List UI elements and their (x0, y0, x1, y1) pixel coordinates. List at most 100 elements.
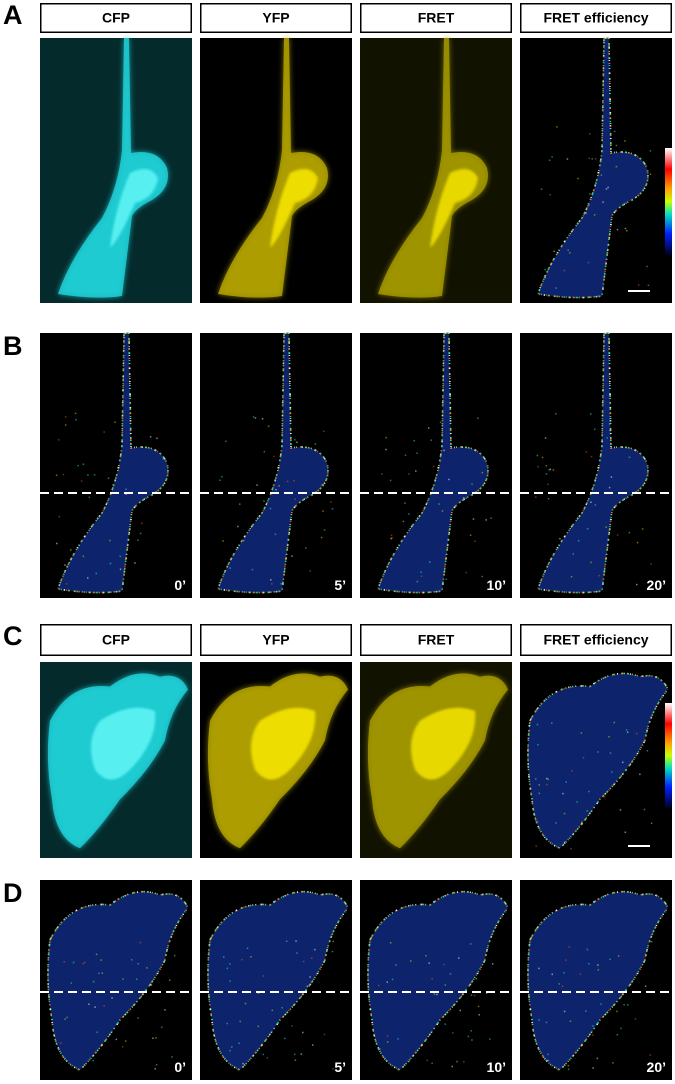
speckle (589, 193, 591, 195)
speckle (538, 792, 541, 795)
speckle (634, 1018, 637, 1020)
speckle (549, 468, 552, 471)
speckle (262, 1053, 265, 1056)
speckle (613, 130, 616, 133)
speckle (385, 436, 387, 439)
speckle (438, 503, 440, 505)
cell-body (527, 891, 668, 1070)
speckle (103, 1005, 105, 1007)
speckle (431, 1062, 433, 1065)
speckle (226, 1022, 229, 1025)
speckle (302, 1031, 304, 1034)
header-label: CFP (102, 10, 130, 26)
speckle (472, 518, 475, 520)
cell-core (91, 707, 156, 780)
cell-core (270, 169, 318, 248)
speckle (477, 1005, 480, 1008)
speckle (617, 955, 620, 957)
header-box (200, 3, 352, 33)
speckle (621, 761, 624, 764)
speckle (320, 536, 323, 539)
speckle (254, 417, 257, 419)
speckle (425, 954, 427, 957)
speckle (650, 563, 652, 565)
panel-letter: D (3, 878, 23, 908)
speckle (77, 464, 79, 467)
speckle (87, 474, 89, 476)
speckle (294, 439, 296, 441)
speckle (93, 474, 96, 476)
speckle (619, 809, 622, 811)
speckle (602, 201, 604, 203)
speckle (541, 456, 544, 459)
speckle (546, 783, 548, 786)
time-label: 10’ (487, 1059, 506, 1075)
cell (58, 38, 168, 298)
speckle (87, 577, 89, 579)
speckle (274, 533, 277, 536)
speckle (544, 437, 547, 439)
header-label: FRET (418, 632, 455, 648)
cell-speckle (367, 890, 509, 1071)
speckle (323, 529, 326, 531)
speckle (545, 777, 548, 780)
speckle (535, 845, 537, 847)
header-label: YFP (262, 10, 289, 26)
cell (367, 673, 508, 849)
speckle (246, 947, 249, 950)
cell-speckle (47, 890, 189, 1071)
speckle (641, 528, 644, 530)
speckle (649, 1054, 651, 1056)
speckle (332, 1067, 334, 1070)
cell-speckle (536, 332, 649, 594)
speckle (263, 450, 266, 453)
speckle (80, 480, 83, 482)
speckle (300, 1053, 303, 1055)
speckle (251, 568, 254, 571)
cell-body (367, 891, 508, 1070)
speckle (548, 469, 551, 471)
speckle (271, 1009, 274, 1012)
speckle (226, 967, 229, 970)
speckle (442, 963, 445, 966)
speckle (293, 1053, 296, 1056)
speckle (605, 188, 608, 190)
speckle (436, 993, 438, 996)
time-label: 0’ (174, 1059, 186, 1075)
speckle (579, 973, 582, 975)
speckle (381, 473, 383, 475)
speckle (57, 439, 60, 441)
speckle (443, 449, 445, 452)
speckle (564, 959, 567, 961)
speckle (109, 539, 111, 542)
speckle (475, 977, 478, 980)
speckle (124, 1040, 127, 1042)
speckle (552, 469, 555, 471)
speckle (256, 484, 258, 486)
speckle (404, 454, 407, 456)
speckle (469, 943, 472, 945)
speckle (293, 479, 295, 482)
speckle (441, 510, 444, 512)
speckle (250, 956, 252, 958)
speckle (385, 448, 387, 451)
speckle (616, 534, 619, 536)
speckle (431, 977, 433, 980)
speckle (439, 421, 442, 424)
speckle (162, 458, 165, 460)
speckle (471, 483, 473, 485)
speckle (547, 483, 549, 486)
speckle (562, 792, 564, 795)
speckle (465, 571, 467, 574)
speckle (386, 981, 388, 983)
speckle (470, 994, 473, 996)
speckle (125, 493, 127, 495)
speckle (544, 277, 547, 279)
cell-speckle (527, 672, 669, 850)
speckle (611, 771, 613, 773)
speckle (229, 567, 231, 569)
speckle (590, 413, 592, 415)
speckle (547, 498, 550, 500)
speckle (64, 1018, 66, 1020)
cell (47, 890, 189, 1071)
